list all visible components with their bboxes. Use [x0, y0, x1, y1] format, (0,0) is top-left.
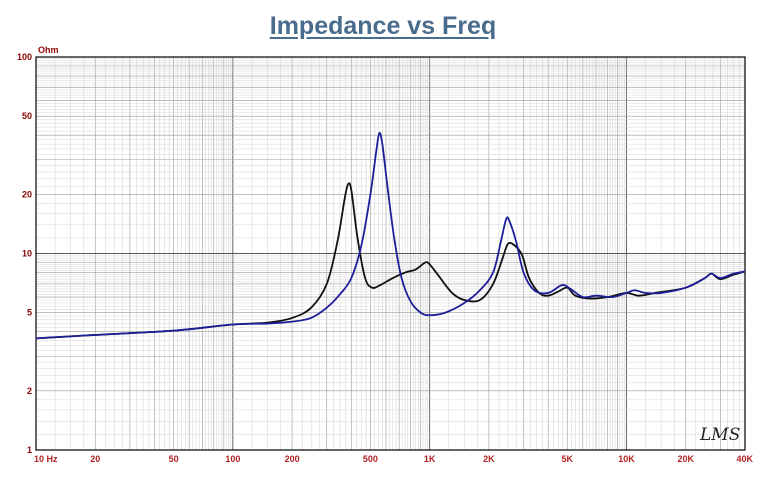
y-axis-label: Ohm	[38, 45, 59, 55]
y-tick-label: 50	[22, 111, 32, 121]
chart-title: Impedance vs Freq	[269, 12, 497, 40]
x-tick-label: 20K	[677, 454, 694, 464]
y-tick-label: 2	[27, 386, 32, 396]
series-line-1	[35, 182, 746, 340]
x-tick-label: 50	[169, 454, 179, 464]
grid	[35, 57, 746, 451]
lms-logo: LMS	[699, 425, 740, 445]
x-tick-label: 5K	[561, 454, 573, 464]
x-tick-label: 1K	[424, 454, 436, 464]
x-tick-labels: 10 Hz 20 50 100 200 500 1K 2K 5K 10K 20K 40K	[34, 454, 753, 464]
y-tick-label: 1	[27, 445, 32, 455]
x-tick-label: 2K	[483, 454, 495, 464]
x-tick-label: 10 Hz	[34, 454, 58, 464]
series-lines	[35, 131, 746, 340]
series-line-2	[35, 131, 746, 340]
y-tick-labels: 100 50 20 10 5 2 1	[17, 52, 32, 455]
y-tick-label: 5	[27, 308, 32, 318]
y-tick-label: 20	[22, 189, 32, 199]
x-tick-label: 20	[90, 454, 100, 464]
x-tick-label: 40K	[736, 454, 753, 464]
x-tick-label: 10K	[618, 454, 635, 464]
x-tick-label: 500	[363, 454, 378, 464]
y-tick-label: 10	[22, 249, 32, 259]
x-tick-label: 100	[225, 454, 240, 464]
x-tick-label: 200	[285, 454, 300, 464]
plot-frame	[35, 56, 746, 451]
y-tick-label: 100	[17, 52, 32, 62]
